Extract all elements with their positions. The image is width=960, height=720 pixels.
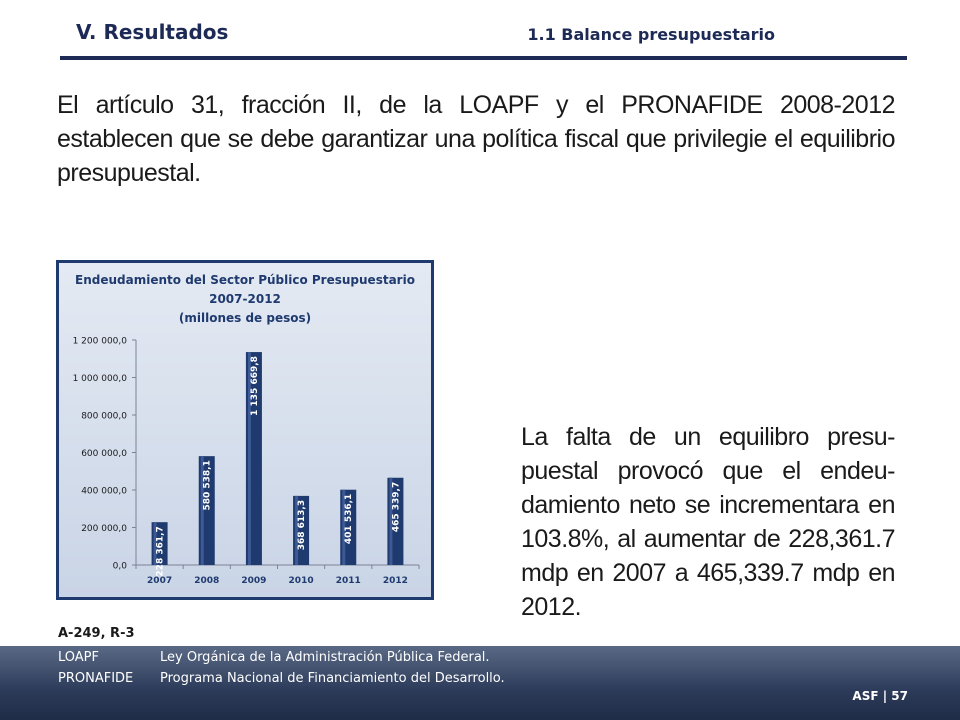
x-tick-label: 2007 xyxy=(147,576,172,586)
x-tick-label: 2008 xyxy=(194,576,219,586)
y-tick-label: 0,0 xyxy=(113,562,128,572)
y-tick-label: 1 200 000,0 xyxy=(73,337,128,347)
bar-highlight-2008 xyxy=(200,456,204,565)
y-tick-label: 600 000,0 xyxy=(81,449,127,459)
debt-chart-svg: Endeudamiento del Sector Público Presupu… xyxy=(73,273,420,586)
x-tick-label: 2010 xyxy=(289,576,314,586)
glossary-item-loapf: LOAPF Ley Orgánica de la Administración P… xyxy=(58,650,490,665)
y-tick-label: 200 000,0 xyxy=(81,524,127,534)
glossary-abbr: PRONAFIDE xyxy=(58,671,134,686)
chart-title-line: (millones de pesos) xyxy=(179,311,311,325)
x-tick-label: 2009 xyxy=(241,576,266,586)
data-label-2007: 228 361,7 xyxy=(156,526,166,576)
header-rule xyxy=(60,56,907,60)
data-label-2012: 465 339,7 xyxy=(391,482,401,532)
y-tick-label: 400 000,0 xyxy=(81,487,127,497)
reference-code: A-249, R-3 xyxy=(58,626,135,641)
page-label: ASF | 57 xyxy=(852,689,908,703)
data-label-2008: 580 538,1 xyxy=(203,460,213,510)
y-tick-label: 1 000 000,0 xyxy=(73,374,128,384)
glossary-item-pronafide: PRONAFIDE Programa Nacional de Financiami… xyxy=(58,671,505,686)
x-tick-label: 2011 xyxy=(336,576,361,586)
bar-highlight-2007 xyxy=(153,522,157,565)
body-paragraph: La falta de un equilibro presu-puestal p… xyxy=(521,423,896,621)
y-tick-label: 800 000,0 xyxy=(81,412,127,422)
subsection-title: 1.1 Balance presupuestario xyxy=(527,25,775,44)
bar-highlight-2009 xyxy=(247,352,251,565)
data-label-2009: 1 135 669,8 xyxy=(250,356,260,416)
bar-highlight-2010 xyxy=(295,495,299,565)
debt-chart: Endeudamiento del Sector Público Presupu… xyxy=(56,260,434,600)
section-title: V. Resultados xyxy=(76,20,229,44)
glossary-meaning: Programa Nacional de Financiamiento del … xyxy=(160,671,505,686)
chart-title-line: 2007-2012 xyxy=(209,292,281,306)
x-tick-label: 2012 xyxy=(383,576,408,586)
intro-paragraph: El artículo 31, fracción II, de la LOAPF… xyxy=(57,91,896,187)
data-label-2010: 368 613,3 xyxy=(297,500,307,550)
glossary-abbr: LOAPF xyxy=(58,650,99,665)
glossary-meaning: Ley Orgánica de la Administración Públic… xyxy=(160,650,490,665)
chart-title-line: Endeudamiento del Sector Público Presupu… xyxy=(75,273,415,287)
data-label-2011: 401 536,1 xyxy=(344,494,354,544)
footer-band xyxy=(0,646,960,720)
bar-highlight-2011 xyxy=(342,489,346,565)
bar-highlight-2012 xyxy=(389,477,393,565)
